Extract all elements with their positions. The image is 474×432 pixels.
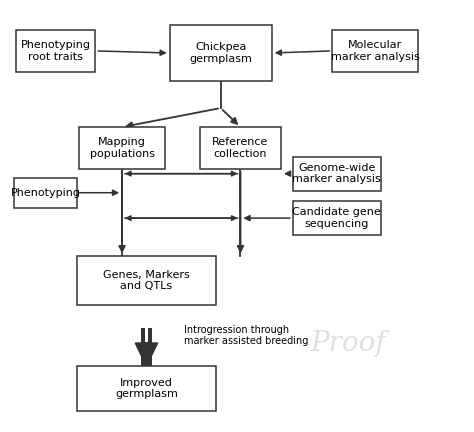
Text: Chickpea
germplasm: Chickpea germplasm [189, 42, 252, 64]
FancyBboxPatch shape [200, 127, 281, 169]
Text: Phenotyping: Phenotyping [10, 188, 81, 198]
FancyBboxPatch shape [14, 178, 77, 207]
Text: Mapping
populations: Mapping populations [90, 137, 155, 159]
Polygon shape [135, 343, 157, 366]
FancyBboxPatch shape [77, 256, 216, 305]
FancyBboxPatch shape [332, 30, 418, 72]
Text: Candidate gene
sequencing: Candidate gene sequencing [292, 207, 381, 229]
FancyBboxPatch shape [141, 328, 152, 366]
Text: Introgression through
marker assisted breeding: Introgression through marker assisted br… [183, 325, 308, 346]
Text: Phenotyping
root traits: Phenotyping root traits [21, 40, 91, 62]
Text: Proof: Proof [310, 330, 386, 356]
FancyBboxPatch shape [77, 366, 216, 411]
FancyBboxPatch shape [293, 201, 381, 235]
Text: Improved
germplasm: Improved germplasm [115, 378, 178, 399]
Text: Genes, Markers
and QTLs: Genes, Markers and QTLs [103, 270, 190, 291]
FancyBboxPatch shape [145, 306, 148, 342]
Text: Molecular
marker analysis: Molecular marker analysis [331, 40, 419, 62]
FancyBboxPatch shape [293, 157, 381, 191]
FancyBboxPatch shape [79, 127, 165, 169]
Text: Genome-wide
marker analysis: Genome-wide marker analysis [292, 163, 381, 184]
Text: Reference
collection: Reference collection [212, 137, 269, 159]
FancyBboxPatch shape [16, 30, 95, 72]
FancyBboxPatch shape [170, 25, 272, 80]
